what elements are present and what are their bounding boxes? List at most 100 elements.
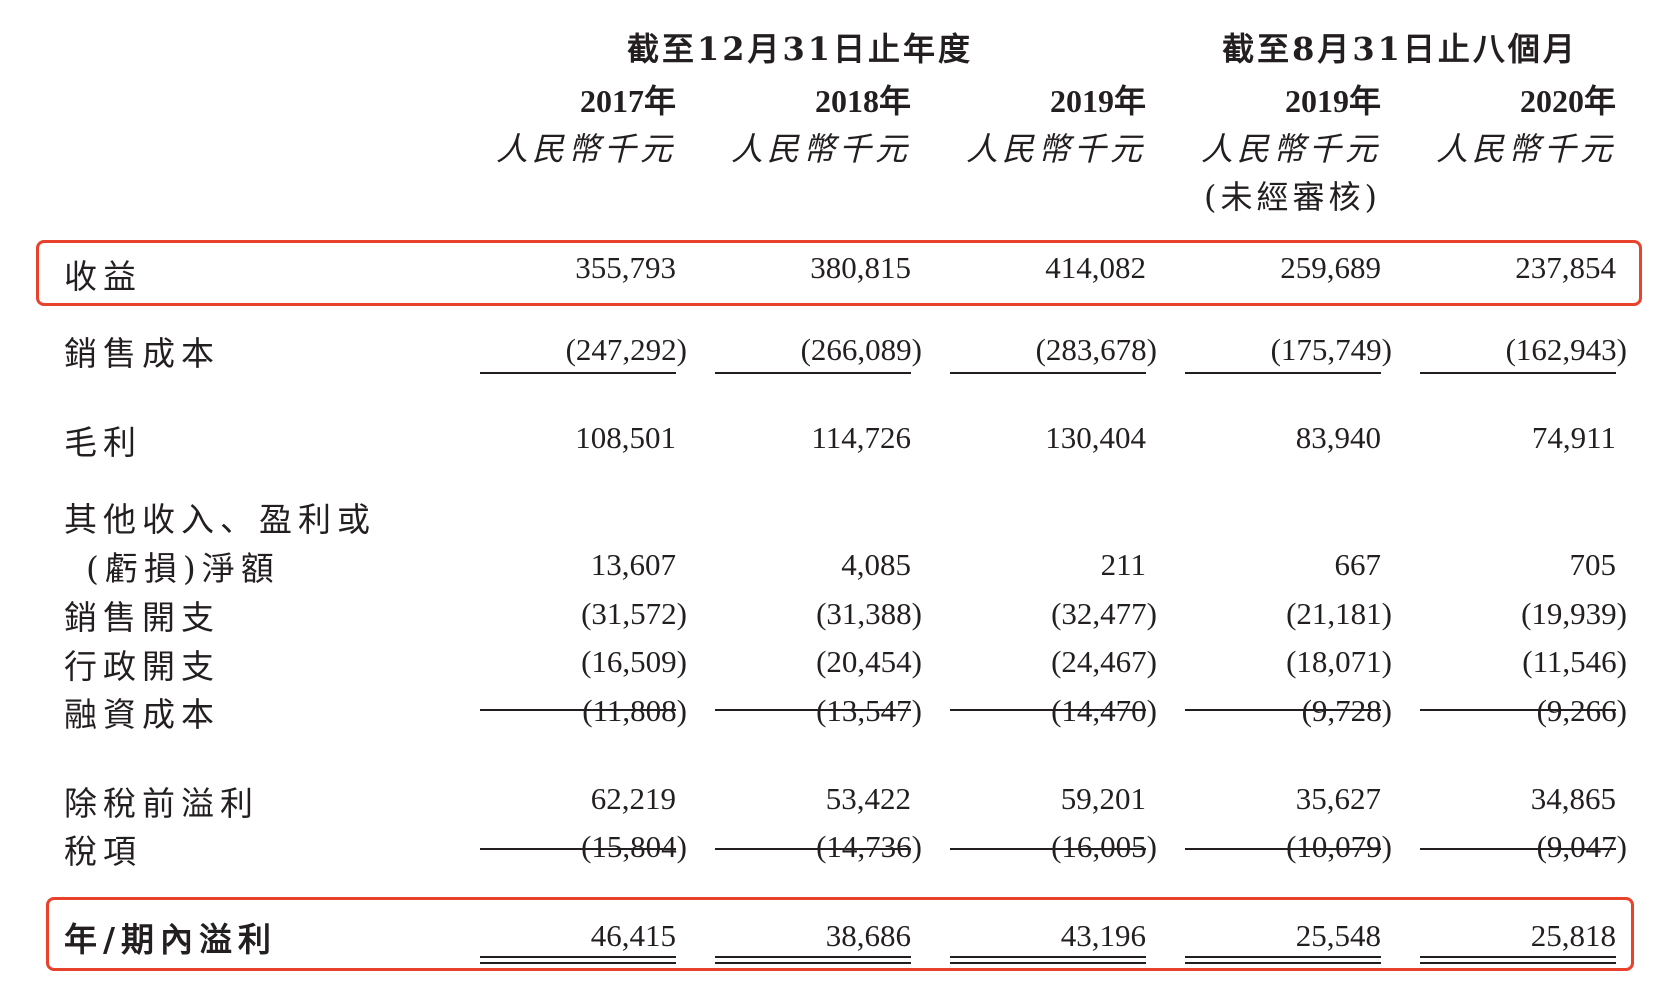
total-double-rule [715,956,911,958]
subtotal-rule [1185,709,1381,711]
subtotal-rule [480,709,676,711]
row-label-finance-costs: 融資成本 [64,695,220,734]
value-gross-profit-col2: 114,726 [811,420,911,455]
value-other-income-col2: 4,085 [841,547,911,582]
column-unit-1: 人民幣千元 [495,130,676,168]
row-label-profit-for-period: 年/期內溢利 [64,920,278,959]
value-admin-expenses-col5: (11,546) [1522,644,1627,679]
column-unit-4: 人民幣千元 [1200,130,1381,168]
value-selling-expenses-col1: (31,572) [581,596,687,631]
column-year-5: 2020年 [1519,83,1616,119]
value-profit-before-tax-col4: 35,627 [1295,781,1381,816]
subtotal-rule [1420,372,1616,374]
row-label-other-income: 其他收入、盈利或 [64,500,376,539]
row-label-profit-before-tax: 除稅前溢利 [64,784,259,823]
value-profit-before-tax-col2: 53,422 [825,781,911,816]
subtotal-rule [950,709,1146,711]
value-gross-profit-col5: 74,911 [1531,420,1616,455]
value-revenue-col2: 380,815 [810,250,911,285]
value-gross-profit-col4: 83,940 [1295,420,1381,455]
value-other-income-col1: 13,607 [590,547,676,582]
value-finance-costs-col4: (9,728) [1301,693,1392,728]
column-year-1: 2017年 [579,83,676,119]
value-revenue-col4: 259,689 [1280,250,1381,285]
column-unit-5: 人民幣千元 [1435,130,1616,168]
column-unit-3: 人民幣千元 [965,130,1146,168]
value-cost-of-sales-col5: (162,943) [1505,332,1627,367]
total-double-rule [1420,956,1616,958]
value-tax-col4: (10,079) [1286,829,1392,864]
row-label-revenue: 收益 [64,257,142,296]
value-selling-expenses-col3: (32,477) [1051,596,1157,631]
value-finance-costs-col5: (9,266) [1536,693,1627,728]
value-other-income-col5: 705 [1569,547,1617,582]
revenue-highlight-box [36,240,1642,306]
value-gross-profit-col1: 108,501 [575,420,676,455]
subtotal-rule [950,372,1146,374]
value-finance-costs-col3: (14,470) [1051,693,1157,728]
total-double-rule [480,956,676,958]
row-label-admin-expenses: 行政開支 [64,647,220,686]
value-gross-profit-col3: 130,404 [1045,420,1146,455]
subtotal-rule [480,372,676,374]
row-label-tax: 稅項 [64,832,142,871]
total-double-rule [1420,962,1616,964]
value-selling-expenses-col2: (31,388) [816,596,922,631]
header-group-eight-months: 截至8月31日止八個月 [1222,30,1578,68]
total-double-rule [480,962,676,964]
value-tax-col2: (14,736) [816,829,922,864]
column-year-3: 2019年 [1049,83,1146,119]
total-double-rule [715,962,911,964]
value-revenue-col5: 237,854 [1515,250,1616,285]
column-unit-2: 人民幣千元 [730,130,911,168]
value-cost-of-sales-col1: (247,292) [565,332,687,367]
total-double-rule [1185,962,1381,964]
subtotal-rule [1185,372,1381,374]
value-profit-before-tax-col1: 62,219 [590,781,676,816]
column-year-2: 2018年 [814,83,911,119]
value-cost-of-sales-col3: (283,678) [1035,332,1157,367]
column-year-4: 2019年 [1284,83,1381,119]
value-profit-for-period-col2: 38,686 [825,918,911,953]
value-revenue-col3: 414,082 [1045,250,1146,285]
value-tax-col5: (9,047) [1536,829,1627,864]
value-selling-expenses-col5: (19,939) [1521,596,1627,631]
value-other-income-col4: 667 [1334,547,1382,582]
total-double-rule [950,962,1146,964]
value-profit-before-tax-col5: 34,865 [1530,781,1616,816]
value-selling-expenses-col4: (21,181) [1286,596,1392,631]
row-label-gross-profit: 毛利 [64,423,142,462]
subtotal-rule [480,848,676,850]
value-cost-of-sales-col4: (175,749) [1270,332,1392,367]
subtotal-rule [1420,709,1616,711]
value-admin-expenses-col3: (24,467) [1051,644,1157,679]
subtotal-rule [1420,848,1616,850]
value-admin-expenses-col2: (20,454) [816,644,922,679]
header-group-full-year: 截至12月31日止年度 [626,30,974,68]
column-note-4: (未經審核) [1204,178,1381,216]
total-double-rule [950,956,1146,958]
value-tax-col3: (16,005) [1051,829,1157,864]
value-finance-costs-col1: (11,808) [582,693,687,728]
total-double-rule [1185,956,1381,958]
subtotal-rule [715,372,911,374]
value-other-income-col3: 211 [1100,547,1146,582]
value-revenue-col1: 355,793 [575,250,676,285]
value-admin-expenses-col1: (16,509) [581,644,687,679]
subtotal-rule [715,709,911,711]
value-profit-for-period-col5: 25,818 [1530,918,1616,953]
value-profit-for-period-col1: 46,415 [590,918,676,953]
value-profit-before-tax-col3: 59,201 [1060,781,1146,816]
value-profit-for-period-col4: 25,548 [1295,918,1381,953]
value-profit-for-period-col3: 43,196 [1060,918,1146,953]
value-finance-costs-col2: (13,547) [816,693,922,728]
value-cost-of-sales-col2: (266,089) [800,332,922,367]
value-tax-col1: (15,804) [581,829,687,864]
row-label-cost-of-sales: 銷售成本 [64,334,220,373]
row-label-selling-expenses: 銷售開支 [64,598,220,637]
subtotal-rule [715,848,911,850]
value-admin-expenses-col4: (18,071) [1286,644,1392,679]
row-label-other-income-cont: (虧損)淨額 [86,549,280,588]
profit-highlight-box [46,897,1634,971]
subtotal-rule [950,848,1146,850]
